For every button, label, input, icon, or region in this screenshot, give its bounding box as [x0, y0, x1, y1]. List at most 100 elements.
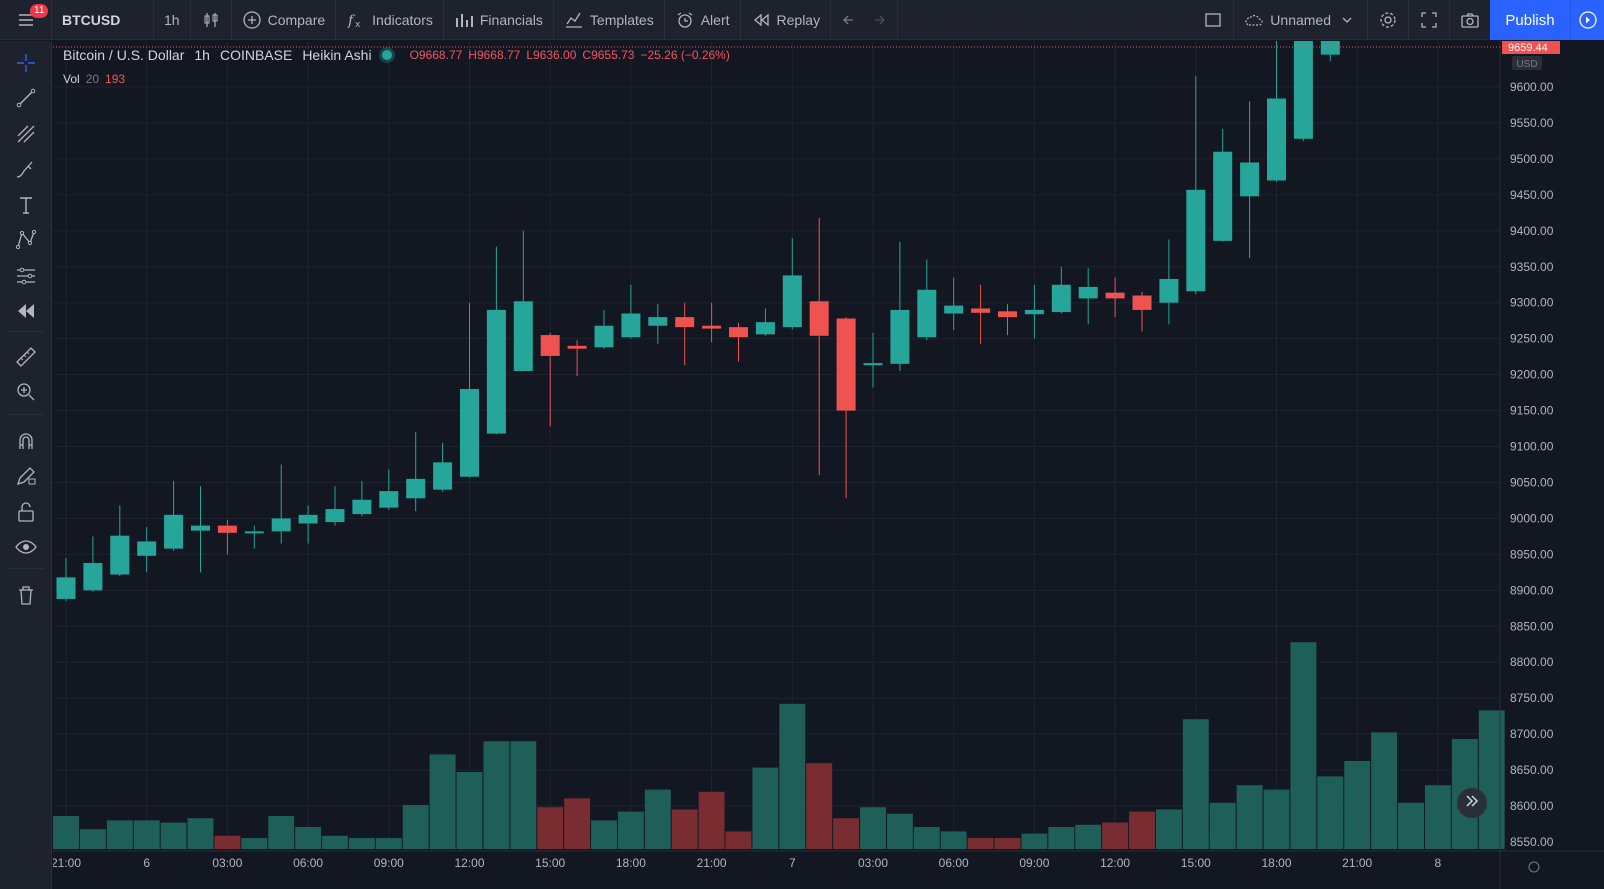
volume-bar: [241, 838, 268, 849]
candle-body: [917, 289, 937, 338]
candle-body: [56, 577, 76, 599]
chart-type-button[interactable]: [191, 0, 232, 40]
volume-bar: [1317, 776, 1344, 849]
snapshot-button[interactable]: [1450, 0, 1490, 40]
notification-badge: 11: [30, 3, 49, 18]
volume-legend[interactable]: Vol 20 193: [63, 72, 125, 86]
crosshair-tool[interactable]: [12, 49, 40, 77]
legend-symbol-title[interactable]: Bitcoin / U.S. Dollar: [63, 47, 185, 63]
fullscreen-button[interactable]: [1409, 0, 1450, 40]
templates-label: Templates: [589, 11, 654, 28]
axis-settings-icon: [1528, 861, 1540, 873]
double-chevron-left-icon: [18, 304, 34, 318]
candle-body: [1213, 151, 1233, 241]
layout-name-label: Unnamed: [1270, 12, 1331, 28]
remove-drawings-tool[interactable]: [12, 581, 40, 609]
price-tick-label: 9500.00: [1510, 152, 1554, 166]
brush-tool[interactable]: [12, 156, 40, 184]
svg-text:x: x: [355, 20, 361, 30]
candle-body: [863, 363, 883, 366]
candle-body: [406, 478, 426, 499]
price-tick-label: 8950.00: [1510, 547, 1554, 561]
trend-line-tool[interactable]: [12, 84, 40, 112]
price-chart[interactable]: 9600.00 9550.00 9500.00 9450.00 9400.00 9350.…: [53, 41, 1604, 889]
price-tick-label: 9250.00: [1510, 332, 1554, 346]
price-tick-label: 9550.00: [1510, 116, 1554, 130]
drawing-toolbar: [0, 41, 52, 889]
lock-drawings-tool[interactable]: [12, 498, 40, 526]
replay-label: Replay: [776, 11, 821, 28]
double-chevron-right-icon: [1464, 793, 1480, 814]
undo-icon[interactable]: [841, 10, 861, 30]
volume-bars: [53, 642, 1505, 849]
price-tick-label: 8650.00: [1510, 763, 1554, 777]
layout-name-button[interactable]: Unnamed: [1234, 0, 1368, 40]
candle-body: [110, 535, 130, 575]
interval-button[interactable]: 1h: [154, 0, 191, 40]
time-tick-label: 09:00: [374, 856, 404, 870]
volume-bar: [671, 809, 698, 849]
symbol-search-button[interactable]: BTCUSD: [52, 0, 154, 40]
publish-button[interactable]: Publish: [1490, 0, 1570, 40]
volume-bar: [564, 798, 591, 849]
volume-bar: [1209, 802, 1236, 849]
stay-drawing-tool[interactable]: [12, 462, 40, 490]
chart-legend: Bitcoin / U.S. Dollar 1h COINBASE Heikin…: [63, 47, 730, 63]
replay-button[interactable]: Replay: [741, 0, 832, 40]
crosshair-icon: [17, 54, 35, 72]
currency-label: USD: [1516, 59, 1537, 70]
templates-button[interactable]: Templates: [554, 0, 665, 40]
settings-button[interactable]: [1368, 0, 1409, 40]
fib-tool[interactable]: [12, 120, 40, 148]
magnet-tool[interactable]: [12, 427, 40, 455]
collapse-tools-button[interactable]: [12, 297, 40, 325]
time-tick-label: 03:00: [212, 856, 242, 870]
hide-drawings-tool[interactable]: [12, 533, 40, 561]
publish-dropdown-button[interactable]: [1570, 0, 1604, 40]
pattern-tool[interactable]: [12, 226, 40, 254]
price-tick-label: 8900.00: [1510, 583, 1554, 597]
ohlc-high: H9668.77: [468, 48, 521, 62]
candle-body: [1267, 98, 1286, 181]
text-tool[interactable]: [12, 191, 40, 219]
alert-label: Alert: [700, 11, 730, 28]
volume-bar: [1021, 833, 1048, 849]
main-menu-button[interactable]: 11: [0, 0, 52, 40]
measure-tool[interactable]: [12, 343, 40, 371]
redo-icon[interactable]: [867, 10, 887, 30]
alert-button[interactable]: Alert: [665, 0, 741, 40]
volume-bar: [348, 838, 375, 849]
candle-body: [83, 563, 103, 591]
candle-body: [460, 389, 479, 477]
volume-bar: [375, 838, 402, 849]
prediction-tool[interactable]: [12, 262, 40, 290]
volume-bar: [833, 818, 860, 849]
volume-bar: [429, 754, 456, 849]
zoom-tool[interactable]: [12, 378, 40, 406]
candle-body: [164, 514, 184, 549]
financials-button[interactable]: Financials: [444, 0, 554, 40]
compare-button[interactable]: Compare: [232, 0, 337, 40]
ohlc-change: −25.26 (−0.26%): [640, 48, 730, 62]
layout-select-button[interactable]: [1193, 0, 1235, 40]
candle-body: [702, 325, 722, 329]
price-tick-label: 9400.00: [1510, 224, 1554, 238]
volume-bar: [644, 789, 671, 849]
brush-icon: [16, 161, 33, 178]
price-tick-label: 9300.00: [1510, 296, 1554, 310]
candle-body: [567, 345, 587, 349]
volume-bar: [1048, 827, 1075, 849]
volume-bar: [940, 831, 967, 849]
svg-text:f: f: [347, 13, 356, 29]
scroll-to-realtime-button[interactable]: [1457, 788, 1487, 818]
volume-bar: [994, 838, 1021, 849]
candle-body: [352, 499, 372, 515]
price-tick-label: 9150.00: [1510, 404, 1554, 418]
pencil-lock-icon: [16, 467, 36, 486]
candle-body: [298, 514, 318, 524]
candle-body: [971, 308, 991, 313]
candle-body: [782, 275, 802, 328]
chevron-down-icon: [1337, 10, 1357, 30]
